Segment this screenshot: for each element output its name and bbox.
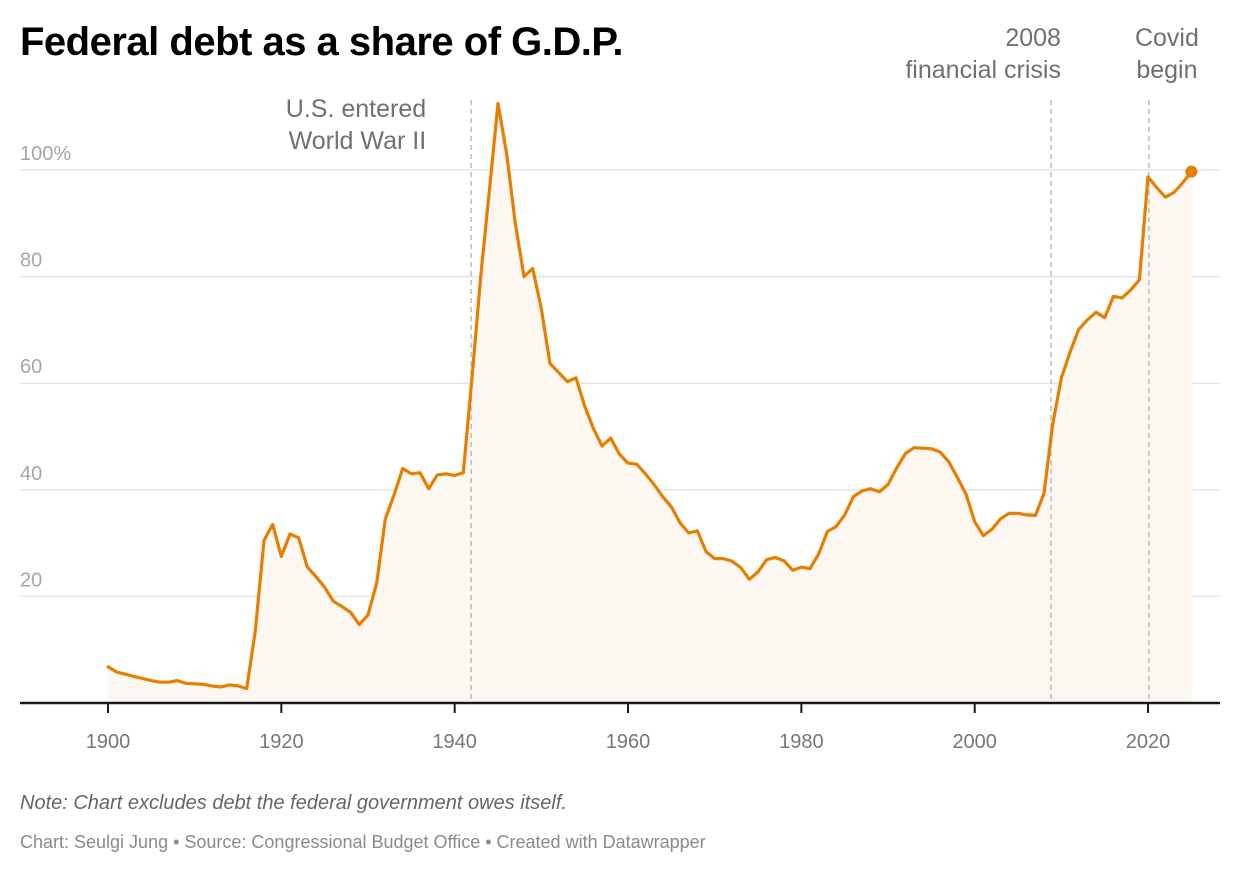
y-tick-label: 80 xyxy=(20,250,42,272)
area-fill xyxy=(108,103,1192,703)
endpoint-marker xyxy=(1185,165,1198,178)
x-tick-label: 1940 xyxy=(432,731,477,753)
x-tick-label: 1980 xyxy=(779,731,824,753)
annotation-label: begin xyxy=(1136,56,1197,84)
y-axis-labels: 20 40 60 80 100% xyxy=(20,143,71,591)
chart-credit: Chart: Seulgi Jung • Source: Congression… xyxy=(20,832,706,852)
y-tick-label: 40 xyxy=(20,463,42,485)
y-tick-label: 20 xyxy=(20,569,42,591)
x-tick-label: 1900 xyxy=(86,731,131,753)
debt-line xyxy=(106,101,1193,691)
annotation-label: Covid xyxy=(1135,24,1199,52)
chart-title: Federal debt as a share of G.D.P. xyxy=(20,20,624,64)
annotation-label: U.S. entered xyxy=(286,95,426,123)
x-tick-label: 2020 xyxy=(1126,731,1171,753)
y-tick-label: 100% xyxy=(20,143,71,165)
x-tick-label: 1920 xyxy=(259,731,304,753)
annotation-label: 2008 xyxy=(1005,24,1061,52)
y-tick-label: 60 xyxy=(20,356,42,378)
x-tick-label: 1960 xyxy=(606,731,651,753)
event-annotations: U.S. entered World War II 2008 financial cr… xyxy=(286,24,1199,703)
chart-note: Note: Chart excludes debt the federal go… xyxy=(20,792,567,814)
annotation-label: financial crisis xyxy=(905,56,1061,84)
x-tick-label: 2000 xyxy=(952,731,997,753)
annotation-label: World War II xyxy=(289,127,427,155)
x-axis-ticks: 1900 1920 1940 1960 1980 2000 2020 xyxy=(86,703,1171,753)
